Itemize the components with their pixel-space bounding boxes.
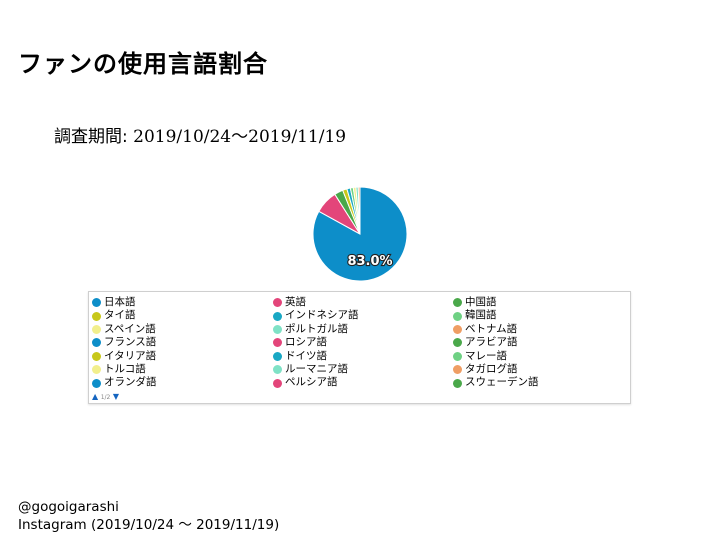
legend-pager-down-icon[interactable]: ▼ [112, 392, 120, 401]
legend-item[interactable]: ベトナム語 [453, 323, 539, 336]
footer-source: Instagram (2019/10/24 〜 2019/11/19) [18, 517, 280, 533]
legend-swatch [453, 311, 462, 321]
legend-item[interactable]: ルーマニア語 [273, 363, 359, 376]
pie-slice[interactable] [357, 186, 361, 235]
legend-label: ルーマニア語 [285, 362, 348, 375]
page-title: ファンの使用言語割合 [18, 50, 268, 78]
legend-label: マレー語 [465, 349, 507, 362]
legend-swatch [273, 324, 282, 334]
legend-label: ポルトガル語 [285, 322, 348, 335]
legend-item[interactable]: 中国語 [453, 296, 539, 309]
legend-item[interactable]: フランス語 [92, 336, 157, 349]
legend-swatch [453, 338, 462, 348]
legend-label: 中国語 [465, 296, 497, 308]
legend-label: オランダ語 [104, 376, 157, 389]
legend-label: 日本語 [104, 296, 136, 308]
legend-swatch [92, 324, 101, 334]
legend-item[interactable]: タガログ語 [453, 363, 539, 376]
legend-item[interactable]: スペイン語 [92, 323, 157, 336]
legend-swatch [453, 324, 462, 334]
footer-credit: @gogoigarashi Instagram (2019/10/24 〜 20… [18, 498, 279, 534]
legend-item[interactable]: ロシア語 [273, 336, 359, 349]
legend-page-indicator: 1/2 [100, 394, 111, 401]
legend-swatch [92, 365, 101, 375]
legend-item[interactable]: 韓国語 [453, 309, 539, 322]
legend-item[interactable]: 英語 [273, 296, 359, 309]
legend-label: タガログ語 [465, 362, 518, 375]
legend-swatch [273, 351, 282, 361]
legend-label: ロシア語 [285, 336, 327, 349]
legend-item[interactable]: スウェーデン語 [453, 376, 539, 389]
legend-item[interactable]: ペルシア語 [273, 376, 359, 389]
legend-column-1: 日本語 タイ語 スペイン語 フランス語 イタリア語 トルコ語 オランダ語 [92, 296, 157, 390]
legend-item[interactable]: インドネシア語 [273, 309, 359, 322]
legend-item[interactable]: ドイツ語 [273, 350, 359, 363]
legend-item[interactable]: アラビア語 [453, 336, 539, 349]
pie-chart: 83.0% [312, 186, 408, 282]
legend-pager-up-icon[interactable]: ▲ [92, 392, 99, 401]
legend-label: ドイツ語 [285, 349, 327, 362]
legend-label: フランス語 [104, 336, 157, 349]
legend-swatch [453, 298, 462, 308]
legend-item[interactable]: トルコ語 [92, 363, 157, 376]
legend-label: イタリア語 [104, 349, 157, 362]
legend-swatch [273, 311, 282, 321]
legend-label: インドネシア語 [285, 309, 359, 322]
legend-label: タイ語 [104, 309, 136, 322]
legend-label: スペイン語 [104, 322, 156, 335]
legend-swatch [273, 365, 282, 375]
legend-label: スウェーデン語 [465, 376, 539, 389]
legend-item[interactable]: ポルトガル語 [273, 323, 359, 336]
legend-swatch [453, 351, 462, 361]
legend-pager[interactable]: ▲ 1/2 ▼ [92, 392, 119, 401]
legend-swatch [92, 338, 101, 348]
legend-swatch [273, 298, 282, 308]
legend-item[interactable]: タイ語 [92, 309, 157, 322]
legend-swatch [92, 378, 101, 388]
legend-column-2: 英語 インドネシア語 ポルトガル語 ロシア語 ドイツ語 ルーマニア語 ペルシア語 [273, 296, 359, 390]
footer-handle: @gogoigarashi [18, 499, 119, 515]
legend-label: 韓国語 [465, 309, 497, 322]
legend-label: トルコ語 [104, 362, 146, 375]
pie-data-label: 83.0% [347, 254, 392, 269]
legend-column-3: 中国語 韓国語 ベトナム語 アラビア語 マレー語 タガログ語 スウェーデン語 [453, 296, 539, 390]
legend-item[interactable]: イタリア語 [92, 350, 157, 363]
legend-swatch [92, 298, 101, 308]
legend-swatch [453, 378, 462, 388]
survey-period-label: 調査期間: [54, 127, 128, 147]
legend-label: ベトナム語 [465, 322, 518, 335]
legend-swatch [92, 311, 101, 321]
legend-label: ペルシア語 [285, 376, 338, 389]
legend-label: 英語 [285, 296, 306, 308]
legend-item[interactable]: オランダ語 [92, 376, 157, 389]
legend-swatch [273, 378, 282, 388]
chart-legend: 日本語 タイ語 スペイン語 フランス語 イタリア語 トルコ語 オランダ語 英語 インドネシア語… [88, 291, 631, 404]
legend-item[interactable]: マレー語 [453, 350, 539, 363]
legend-swatch [273, 338, 282, 348]
legend-swatch [92, 351, 101, 361]
legend-swatch [453, 365, 462, 375]
legend-label: アラビア語 [465, 336, 518, 349]
legend-item[interactable]: 日本語 [92, 296, 157, 309]
survey-period: 調査期間: 2019/10/24〜2019/11/19 [54, 122, 346, 147]
survey-period-dates: 2019/10/24〜2019/11/19 [133, 127, 347, 147]
